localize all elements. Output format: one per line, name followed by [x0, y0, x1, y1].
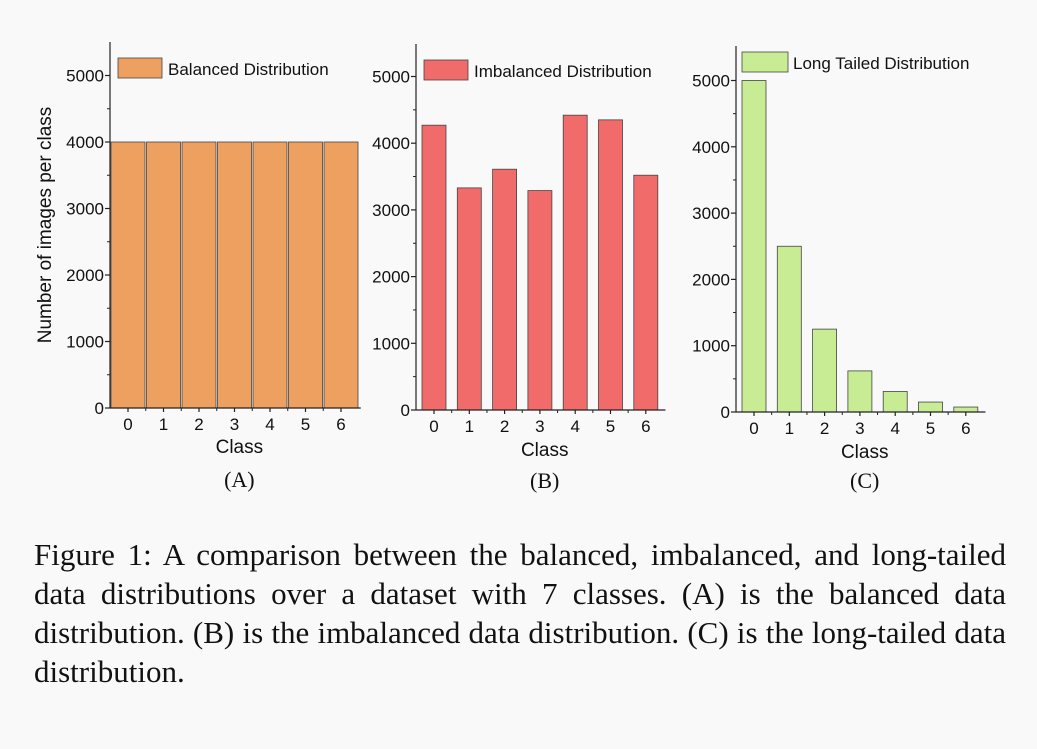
- panel-label: (B): [530, 468, 559, 493]
- legend-swatch: [117, 57, 163, 79]
- x-axis-title: Class: [521, 440, 569, 461]
- x-tick-label: 1: [159, 415, 168, 434]
- bar-class-2: [492, 168, 518, 411]
- x-tick-label: 0: [123, 415, 132, 434]
- y-tick-label: 5000: [372, 68, 410, 87]
- x-tick-label: 2: [820, 419, 829, 438]
- chart-panel-a: 0 1000 2000 3000 4000 5000 0 1 2 3 4 5 6 Class Number …: [35, 42, 361, 492]
- bar-class-3: [217, 141, 252, 409]
- x-tick-label: 0: [749, 419, 758, 438]
- y-tick-label: 5000: [692, 72, 730, 91]
- x-axis-title: Class: [216, 437, 264, 458]
- y-tick-label: 3000: [692, 204, 730, 223]
- x-tick-label: 3: [230, 415, 239, 434]
- legend-label: Imbalanced Distribution: [474, 62, 652, 81]
- x-tick-label: 4: [570, 417, 579, 436]
- x-tick-label: 6: [961, 419, 970, 438]
- x-tick-label: 5: [926, 419, 935, 438]
- y-tick-label: 1000: [66, 333, 104, 352]
- y-tick-label: 1000: [372, 334, 410, 353]
- bar-class-5: [598, 119, 623, 411]
- x-tick-label: 2: [500, 417, 509, 436]
- y-tick-label: 0: [401, 401, 410, 420]
- bar-class-0: [421, 124, 447, 411]
- bar-class-0: [741, 80, 767, 413]
- chart-panel-b: 0 1000 2000 3000 4000 5000 0 1 2 3 4 5 6 Class Imbalan…: [372, 44, 666, 493]
- bar-class-2: [181, 141, 217, 409]
- x-tick-label: 3: [535, 417, 544, 436]
- figure-caption: Figure 1: A comparison between the balan…: [34, 537, 1006, 689]
- x-tick-label: 3: [855, 419, 864, 438]
- y-tick-label: 0: [721, 403, 730, 422]
- bar-class-5: [288, 141, 323, 409]
- y-tick-label: 1000: [692, 337, 730, 356]
- y-tick-label: 4000: [66, 133, 104, 152]
- bar-class-1: [146, 141, 181, 409]
- x-tick-label: 2: [194, 415, 203, 434]
- y-tick-label: 3000: [66, 200, 104, 219]
- y-tick-label: 3000: [372, 201, 410, 220]
- bar-class-3: [527, 190, 553, 411]
- bar-class-1: [456, 187, 482, 411]
- y-tick-label: 2000: [66, 266, 104, 285]
- bar-class-6: [953, 406, 979, 413]
- legend-swatch: [741, 51, 789, 73]
- legend-label: Long Tailed Distribution: [793, 54, 969, 73]
- x-tick-label: 1: [785, 419, 794, 438]
- x-tick-label: 6: [641, 417, 650, 436]
- legend-label: Balanced Distribution: [168, 60, 329, 79]
- legend-swatch: [423, 59, 469, 81]
- y-tick-label: 5000: [66, 67, 104, 86]
- x-tick-label: 0: [429, 417, 438, 436]
- x-tick-label: 1: [465, 417, 474, 436]
- x-tick-label: 5: [301, 415, 310, 434]
- bar-class-5: [918, 401, 943, 413]
- x-axis-title: Class: [841, 442, 889, 463]
- y-tick-label: 2000: [372, 268, 410, 287]
- x-tick-label: 5: [606, 417, 615, 436]
- bar-class-6: [633, 174, 659, 411]
- bar-class-2: [812, 328, 837, 413]
- panel-label: (C): [850, 468, 879, 493]
- panel-label: (A): [224, 467, 255, 492]
- y-tick-label: 4000: [372, 134, 410, 153]
- x-tick-label: 4: [890, 419, 899, 438]
- y-tick-label: 0: [95, 399, 104, 418]
- bar-class-1: [776, 245, 802, 413]
- y-tick-label: 2000: [692, 270, 730, 289]
- bar-class-0: [110, 141, 146, 409]
- x-tick-label: 6: [336, 415, 345, 434]
- x-tick-label: 4: [265, 415, 274, 434]
- chart-panel-c: 0 1000 2000 3000 4000 5000 0 1 2 3 4 5 6 Class Long Ta…: [692, 46, 986, 493]
- bar-class-3: [847, 370, 873, 413]
- y-tick-label: 4000: [692, 138, 730, 157]
- bar-class-4: [252, 141, 288, 409]
- y-axis-title: Number of images per class: [35, 107, 56, 344]
- bar-class-4: [882, 391, 908, 413]
- bar-class-4: [562, 114, 588, 411]
- bar-class-6: [323, 141, 359, 409]
